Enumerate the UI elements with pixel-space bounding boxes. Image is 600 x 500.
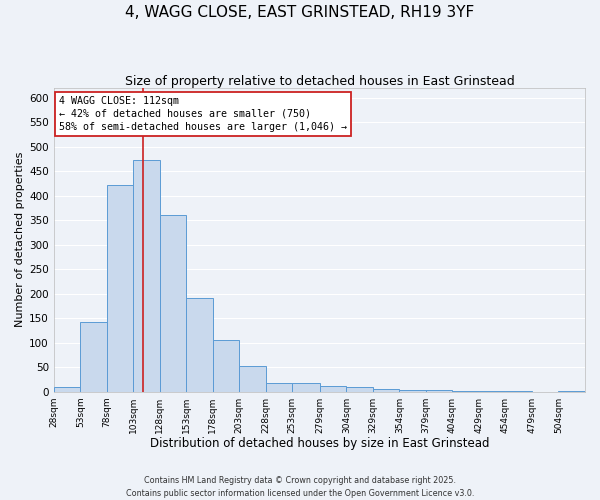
Bar (426, 390, 452, 392)
Bar (160, 216, 187, 392)
Title: Size of property relative to detached houses in East Grinstead: Size of property relative to detached ho… (125, 75, 514, 88)
Bar (452, 390, 479, 392)
Bar (320, 386, 346, 392)
Bar (400, 390, 426, 392)
Bar (107, 185, 133, 392)
Text: Contains HM Land Registry data © Crown copyright and database right 2025.
Contai: Contains HM Land Registry data © Crown c… (126, 476, 474, 498)
Bar (80, 322, 107, 392)
Bar (292, 383, 320, 392)
X-axis label: Distribution of detached houses by size in East Grinstead: Distribution of detached houses by size … (149, 437, 489, 450)
Bar (54, 386, 80, 392)
Bar (133, 160, 160, 392)
Text: 4, WAGG CLOSE, EAST GRINSTEAD, RH19 3YF: 4, WAGG CLOSE, EAST GRINSTEAD, RH19 3YF (125, 5, 475, 20)
Bar (373, 389, 400, 392)
Bar (239, 366, 266, 392)
Y-axis label: Number of detached properties: Number of detached properties (15, 152, 25, 328)
Bar (346, 386, 373, 392)
Bar (266, 383, 292, 392)
Bar (213, 340, 239, 392)
Bar (187, 298, 213, 392)
Text: 4 WAGG CLOSE: 112sqm
← 42% of detached houses are smaller (750)
58% of semi-deta: 4 WAGG CLOSE: 112sqm ← 42% of detached h… (59, 96, 347, 132)
